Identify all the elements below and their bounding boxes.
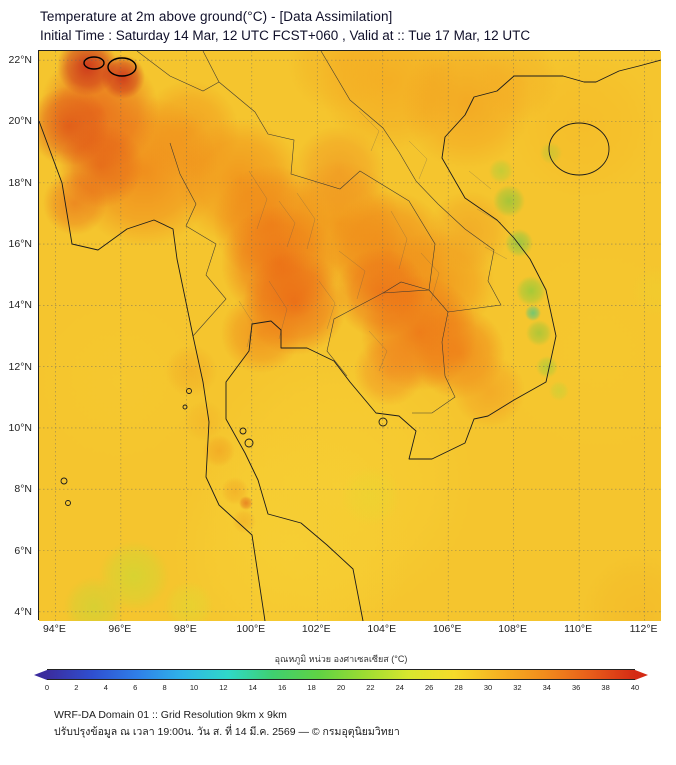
lat-tick-label: 20°N: [8, 115, 32, 128]
colorbar-tick-label: 8: [162, 683, 167, 692]
lat-tick-label: 6°N: [14, 544, 32, 557]
map-overlay: [39, 51, 661, 621]
colorbar-tick-label: 6: [133, 683, 138, 692]
colorbar-tick-label: 40: [630, 683, 640, 692]
model-info: WRF-DA Domain 01 :: Grid Resolution 9km …: [54, 709, 287, 721]
colorbar-tick-label: 2: [74, 683, 79, 692]
coastline-paths: [39, 59, 661, 621]
lon-tick-label: 100°E: [236, 623, 266, 635]
colorbar: อุณหภูมิ หน่วย องศาเซลเซียส (°C) 0 2 4 6 8 10…: [34, 652, 648, 694]
lat-tick-label: 18°N: [8, 176, 32, 189]
colorbar-tick-label: 16: [278, 683, 287, 692]
country-borders: [136, 51, 502, 414]
map-plot-frame: [38, 50, 661, 621]
temperature-field-canvas: [39, 51, 661, 621]
colorbar-tick-label: 12: [219, 683, 228, 692]
colorbar-tick-label: 14: [248, 683, 257, 692]
lon-tick-label: 112°E: [629, 623, 658, 635]
header: Temperature at 2m above ground(°C) - [Da…: [40, 9, 676, 43]
colorbar-tick-label: 34: [542, 683, 551, 692]
weather-map-page: Temperature at 2m above ground(°C) - [Da…: [0, 9, 676, 742]
colorbar-tick-label: 24: [395, 683, 404, 692]
colorbar-tick-label: 28: [454, 683, 463, 692]
temperature-contour: [83, 56, 137, 77]
lat-tick-label: 16°N: [8, 238, 32, 251]
lon-tick-label: 98°E: [173, 623, 197, 635]
colorbar-tick-label: 20: [336, 683, 346, 692]
lat-tick-label: 4°N: [14, 605, 32, 618]
lat-tick-label: 12°N: [8, 360, 32, 373]
colorbar-tick-label: 0: [44, 683, 50, 692]
longitude-axis: 94°E 96°E 98°E 100°E 102°E 104°E 106°E 108°E 110…: [38, 620, 660, 637]
colorbar-tick-label: 30: [483, 683, 493, 692]
lat-tick-label: 22°N: [8, 54, 32, 67]
footer: WRF-DA Domain 01 :: Grid Resolution 9km …: [54, 707, 676, 742]
latitude-axis: 22°N 20°N 18°N 16°N 14°N 12°N 10°N 8°N 6°N 4°N: [0, 51, 35, 621]
update-info: ปรับปรุงข้อมูล ณ เวลา 19:00น. วัน ส. ที่…: [54, 726, 400, 739]
colorbar-gradient: [47, 669, 635, 680]
colorbar-right-arrow-icon: [635, 669, 648, 680]
colorbar-ticks: 0 2 4 6 8 10 12 14 16 18 20 22 24 26 28 30 32 34 36 38 40: [44, 683, 639, 694]
colorbar-tick-label: 4: [103, 683, 108, 692]
colorbar-tick-label: 38: [601, 683, 610, 692]
map-subtitle: Initial Time : Saturday 14 Mar, 12 UTC F…: [40, 28, 531, 43]
lon-tick-label: 104°E: [367, 623, 397, 635]
lat-tick-label: 8°N: [14, 483, 32, 496]
lon-tick-label: 110°E: [564, 623, 593, 635]
map-title: Temperature at 2m above ground(°C) - [Da…: [40, 9, 393, 24]
map-area: 22°N 20°N 18°N 16°N 14°N 12°N 10°N 8°N 6°N 4°N: [9, 50, 662, 637]
colorbar-bar-row: [34, 669, 648, 680]
colorbar-tick-label: 26: [425, 683, 434, 692]
colorbar-tick-label: 32: [513, 683, 522, 692]
lon-tick-label: 106°E: [432, 623, 462, 635]
colorbar-label: อุณหภูมิ หน่วย องศาเซลเซียส (°C): [274, 654, 408, 664]
colorbar-tick-label: 22: [366, 683, 375, 692]
colorbar-left-arrow-icon: [34, 669, 47, 680]
colorbar-tick-label: 10: [189, 683, 199, 692]
lon-tick-label: 102°E: [301, 623, 331, 635]
lat-tick-label: 14°N: [8, 299, 32, 312]
colorbar-tick-label: 18: [307, 683, 316, 692]
colorbar-tick-label: 36: [572, 683, 581, 692]
gridlines: [39, 51, 661, 621]
lon-tick-label: 96°E: [108, 623, 132, 635]
province-borders: [238, 110, 508, 372]
lat-tick-label: 10°N: [8, 421, 32, 434]
lon-tick-label: 108°E: [498, 623, 528, 635]
lon-tick-label: 94°E: [42, 623, 66, 635]
